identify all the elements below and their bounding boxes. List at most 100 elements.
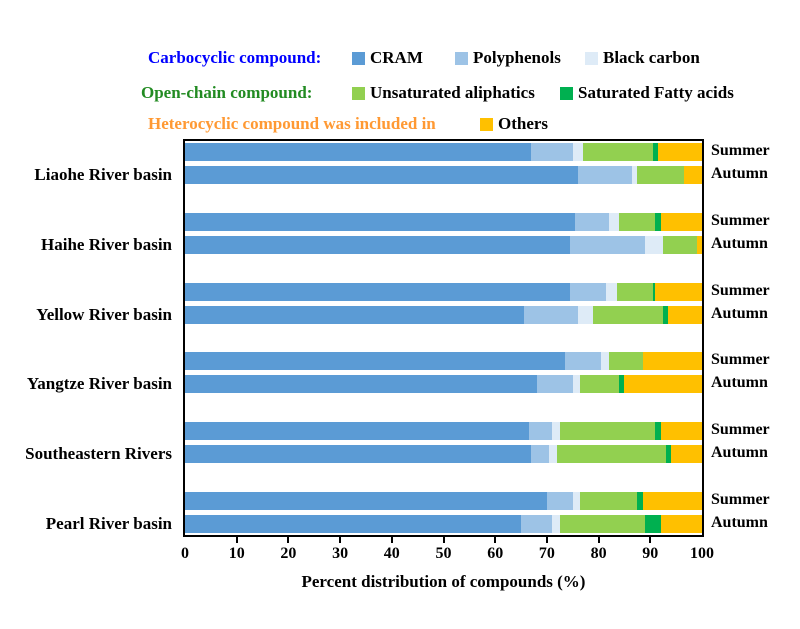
legend-item-others: Others [480,114,548,134]
bar-segment-unsaturated-aliphatics [616,282,653,301]
bar-segment-black-carbon [632,166,638,184]
bar-segment-others [683,166,702,184]
stacked-bar-pearl-river-basin-summer [185,492,702,510]
bar-segment-others [660,422,702,441]
legend-group-label-heterocyclic: Heterocyclic compound was included in [148,114,436,133]
bar-segment-others [642,492,702,510]
bar-segment-others [696,235,702,254]
category-label-liaohe-river-basin: Liaohe River basin [34,165,172,184]
stacked-bar-yangtze-river-basin-summer [185,352,702,371]
stacked-bar-southeastern-rivers-summer [185,422,702,441]
plot-area [183,139,704,537]
bar-segment-unsaturated-aliphatics [637,166,684,184]
x-axis: 0 10 20 30 40 50 60 70 80 90 100 [181,537,714,562]
x-tick-mark [649,537,652,543]
bar-segment-black-carbon [552,515,560,533]
bar-segment-cram [185,143,532,161]
bar-segment-polyphenols [570,282,607,301]
x-axis-title: Percent distribution of compounds (%) [301,572,586,591]
legend-item-label: Unsaturated aliphatics [370,83,535,102]
legend-group-label-carbocyclic: Carbocyclic compound: [148,48,322,67]
bar-segment-black-carbon [572,143,584,161]
x-tick-label-70: 70 [538,545,555,562]
bar-segment-black-carbon [608,212,620,231]
bar-segment-saturated-fatty-acids [663,305,669,324]
bar-segment-cram [185,352,565,371]
bar-segment-black-carbon [552,422,560,441]
bar-segment-polyphenols [575,212,609,231]
bar-segment-polyphenols [528,422,553,441]
x-tick-mark [390,537,393,543]
stacked-bar-liaohe-river-basin-summer [185,143,702,161]
bar-segment-unsaturated-aliphatics [580,375,620,394]
stacked-bar-yellow-river-basin-autumn [185,305,702,324]
bar-segment-cram [185,212,576,231]
season-label-summer: Summer [711,281,770,299]
x-tick-mark [287,537,290,543]
category-label-yellow-river-basin: Yellow River basin [36,304,172,324]
bar-segment-cram [185,515,522,533]
category-label-pearl-river-basin: Pearl River basin [45,514,172,533]
bar-segment-unsaturated-aliphatics [619,212,656,231]
stacked-bar-haihe-river-basin-summer [185,212,702,231]
others-swatch-icon [480,117,493,131]
x-tick-mark [545,537,548,543]
bar-segment-polyphenols [577,166,633,184]
stacked-bar-haihe-river-basin-autumn [185,235,702,254]
legend-item-cram: CRAM [352,48,423,68]
season-label-summer: Summer [711,421,770,439]
cram-swatch-icon [352,51,365,65]
season-label-autumn: Autumn [711,444,768,462]
bar-segment-cram [185,375,537,394]
season-label-summer: Summer [711,351,770,369]
category-label-yangtze-river-basin: Yangtze River basin [26,374,172,394]
x-tick-label-60: 60 [487,545,504,562]
legend-item-saturated-fatty-acids: Saturated Fatty acids [560,83,734,103]
bar-segment-black-carbon [572,375,581,394]
category-label-haihe-river-basin: Haihe River basin [41,234,172,254]
bar-segment-saturated-fatty-acids [655,422,661,441]
bar-segment-saturated-fatty-acids [645,515,661,533]
stacked-bar-yangtze-river-basin-autumn [185,375,702,394]
bar-segment-cram [185,492,547,510]
bar-segment-others [660,515,702,533]
stacked-bar-yellow-river-basin-summer [185,282,702,301]
bar-segment-polyphenols [523,305,578,324]
bar-segment-saturated-fatty-acids [652,282,656,301]
season-label-summer: Summer [711,142,770,159]
season-label-summer: Summer [711,211,770,229]
legend-row-carbocyclic: Carbocyclic compound: CRAM Polyphenols B… [0,48,800,70]
bar-segment-unsaturated-aliphatics [559,515,646,533]
bar-segment-polyphenols [536,375,573,394]
legend-group-label-open-chain: Open-chain compound: [141,83,313,102]
x-tick-label-30: 30 [332,545,349,562]
x-tick-label-100: 100 [690,545,714,562]
bar-segment-saturated-fatty-acids [619,375,625,394]
bar-segment-unsaturated-aliphatics [559,422,656,441]
bar-segment-saturated-fatty-acids [637,492,643,510]
x-tick-label-40: 40 [383,545,400,562]
bar-segment-others [660,212,702,231]
bar-segment-cram [185,282,571,301]
bar-segment-others [668,305,702,324]
season-label-autumn: Autumn [711,514,768,531]
bar-segment-cram [185,166,578,184]
season-label-autumn: Autumn [711,304,768,322]
bar-segment-black-carbon [549,445,558,464]
x-tick-label-80: 80 [590,545,607,562]
bar-segment-cram [185,305,524,324]
x-tick-mark [235,537,238,543]
bar-segment-unsaturated-aliphatics [583,143,653,161]
legend-row-heterocyclic: Heterocyclic compound was included in Ot… [0,114,800,136]
legend-item-label: Saturated Fatty acids [578,83,734,102]
bar-segment-saturated-fatty-acids [655,212,661,231]
stacked-bar-southeastern-rivers-autumn [185,445,702,464]
legend-item-black-carbon: Black carbon [585,48,700,68]
bar-segment-others [624,375,702,394]
bar-segment-black-carbon [572,492,581,510]
legend-item-label: Others [498,114,549,133]
bar-segment-black-carbon [601,352,609,371]
bar-segment-polyphenols [570,235,646,254]
x-tick-mark [597,537,600,543]
x-tick-label-20: 20 [280,545,297,562]
